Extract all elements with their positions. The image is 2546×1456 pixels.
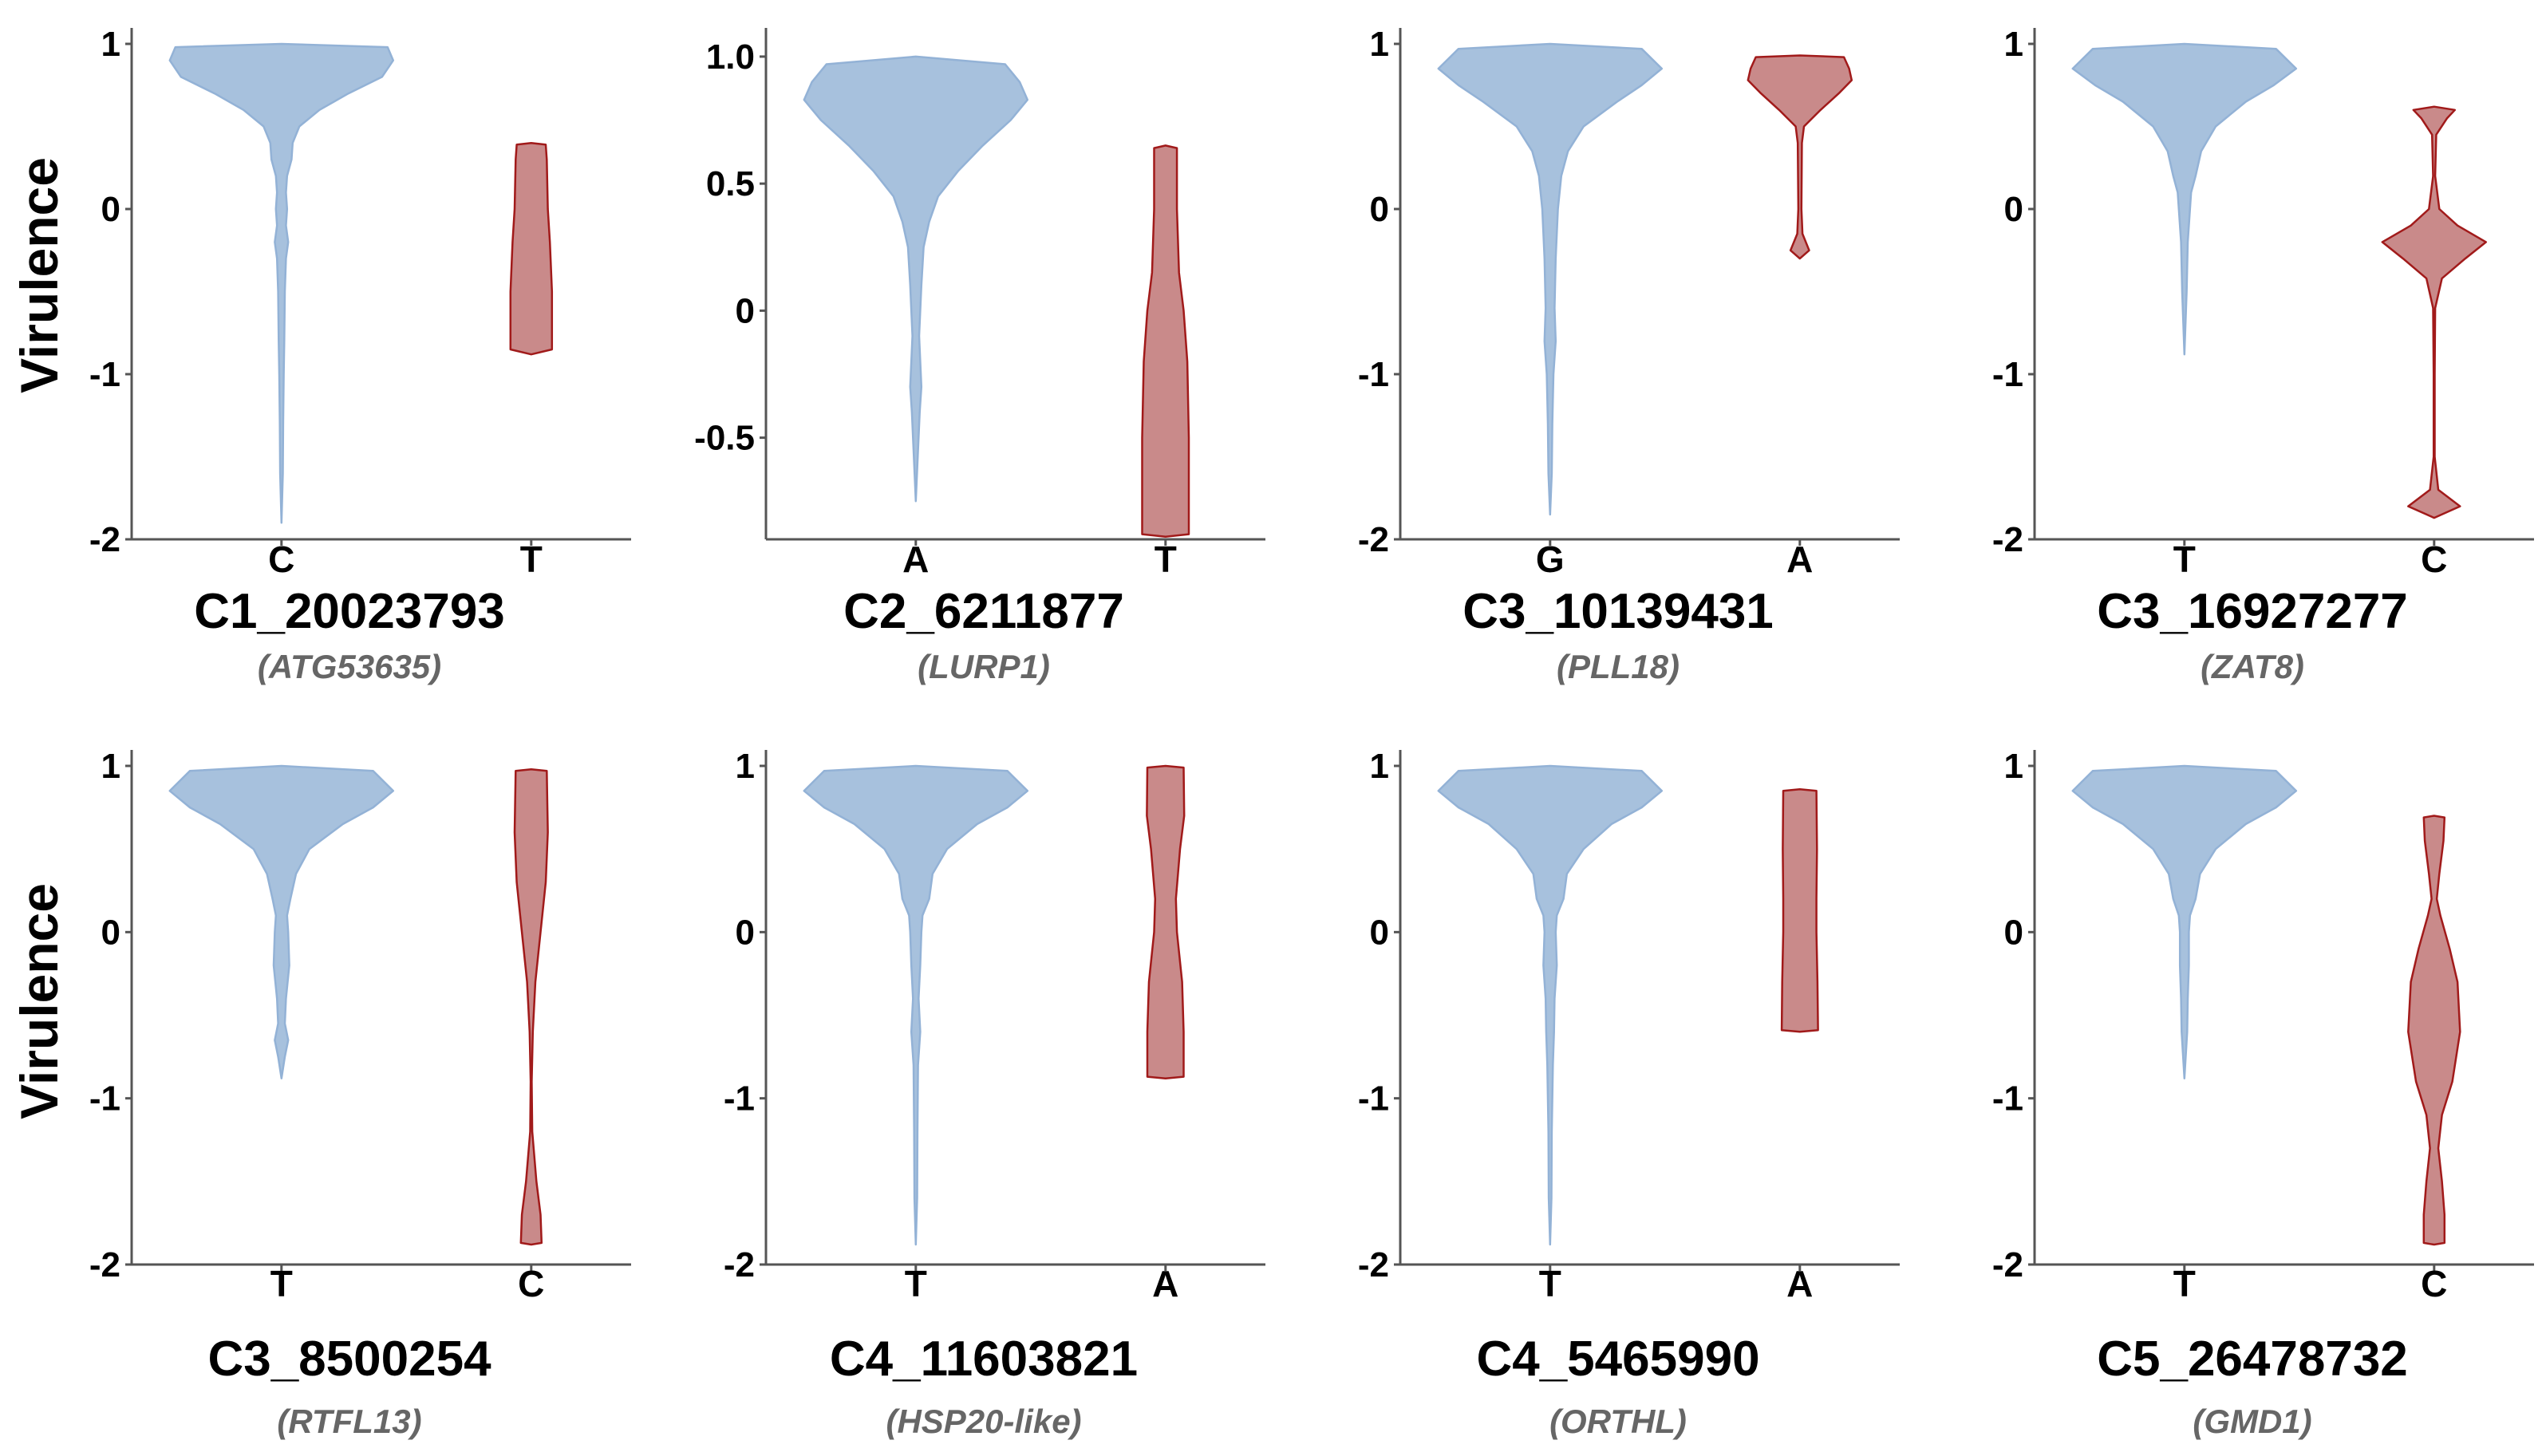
x-tick-label: C (518, 1263, 544, 1304)
panel-subtitle: (ZAT8) (2201, 648, 2304, 685)
panel-title: C3_16927277 (2097, 584, 2408, 639)
panel-subtitle: (PLL18) (1557, 648, 1680, 685)
panel-title: C4_5465990 (1476, 1332, 1759, 1387)
y-tick-label: -1 (1992, 1079, 2023, 1119)
y-tick-label: 1 (2004, 25, 2023, 64)
y-tick-label: 0 (1370, 190, 1389, 229)
violin-T (803, 764, 1029, 1246)
y-tick-label: 1 (1370, 747, 1389, 786)
y-tick-label: 1 (736, 747, 755, 786)
violin-panel-C1_20023793: 1 0 -1 -2 C T C1_20023793 (ATG53635) (89, 25, 631, 685)
x-tick-label: G (1536, 539, 1565, 580)
y-axis-label-row-1: Virulence (10, 157, 69, 393)
violin-C (2407, 815, 2461, 1246)
y-tick-label: 0 (736, 913, 755, 952)
y-tick-label: 0 (101, 190, 120, 229)
y-tick-label: 0 (2004, 190, 2023, 229)
x-tick-label: A (1786, 539, 1813, 580)
violin-panel-C3_8500254: 1 0 -1 -2 T C C3_8500254 (RTFL13) (89, 747, 631, 1440)
panel-subtitle: (GMD1) (2193, 1403, 2311, 1440)
violin-C (168, 42, 395, 524)
panel-subtitle: (RTFL13) (277, 1403, 421, 1440)
y-tick-label: -1 (1358, 1079, 1389, 1119)
violin-A (1146, 764, 1186, 1079)
y-tick-label: 0 (2004, 913, 2023, 952)
y-tick-label: -2 (89, 1245, 120, 1284)
panel-title: C5_26478732 (2097, 1332, 2408, 1387)
x-tick-label: T (270, 1263, 293, 1304)
x-tick-label: A (1786, 1263, 1813, 1304)
y-tick-label: 1.0 (706, 37, 755, 77)
panel-title: C3_10139431 (1462, 584, 1774, 639)
y-tick-label: 1 (101, 747, 120, 786)
y-tick-label: -1 (1358, 355, 1389, 394)
y-tick-label: -1 (1992, 355, 2023, 394)
y-tick-label: 0 (1370, 913, 1389, 952)
y-tick-label: 1 (1370, 25, 1389, 64)
violin-A (1747, 54, 1853, 260)
violin-T (2071, 764, 2298, 1079)
x-tick-label: T (2173, 1263, 2196, 1304)
violin-A (803, 55, 1029, 503)
violin-T (1141, 144, 1190, 539)
y-tick-label: 0.5 (706, 164, 755, 203)
violin-panel-C3_16927277: 1 0 -1 -2 T C C3_16927277 (ZAT8) (1992, 25, 2534, 685)
x-tick-label: T (1155, 539, 1177, 580)
x-tick-label: A (1152, 1263, 1178, 1304)
x-tick-label: C (268, 539, 294, 580)
violin-panel-C5_26478732: 1 0 -1 -2 T C C5_26478732 (GMD1) (1992, 747, 2534, 1440)
y-tick-label: -2 (1992, 520, 2023, 559)
y-tick-label: -2 (1358, 520, 1389, 559)
violin-panel-C4_11603821: 1 0 -1 -2 T A C4_11603821 (HSP20-like) (724, 747, 1265, 1440)
y-tick-label: -1 (89, 1079, 120, 1119)
y-tick-label: 0 (736, 291, 755, 330)
violin-G (1437, 42, 1664, 516)
y-tick-label: -0.5 (694, 419, 755, 458)
violin-C (2381, 105, 2488, 519)
violin-panel-C3_10139431: 1 0 -1 -2 G A C3_10139431 (PLL18) (1358, 25, 1900, 685)
violin-T (2071, 42, 2298, 356)
y-tick-label: -1 (724, 1079, 755, 1119)
violin-panel-C2_6211877: 1.0 0.5 0 -0.5 A T C2_6211877 (LURP1) (694, 28, 1265, 685)
y-axis-label-row-2: Virulence (10, 883, 69, 1119)
y-tick-label: 0 (101, 913, 120, 952)
x-tick-label: C (2421, 539, 2447, 580)
violin-C (513, 767, 549, 1246)
panel-subtitle: (LURP1) (918, 648, 1050, 685)
violin-T (1437, 764, 1664, 1246)
panel-subtitle: (HSP20-like) (886, 1403, 1081, 1440)
y-tick-label: 1 (2004, 747, 2023, 786)
x-tick-label: A (902, 539, 929, 580)
panel-subtitle: (ATG53635) (258, 648, 441, 685)
panel-title: C3_8500254 (207, 1332, 491, 1387)
y-tick-label: -2 (1358, 1245, 1389, 1284)
x-tick-label: C (2421, 1263, 2447, 1304)
y-tick-label: -2 (89, 520, 120, 559)
x-tick-label: T (1539, 1263, 1561, 1304)
x-tick-label: T (905, 1263, 927, 1304)
y-tick-label: -2 (724, 1245, 755, 1284)
panel-subtitle: (ORTHL) (1549, 1403, 1687, 1440)
y-tick-label: 1 (101, 25, 120, 64)
violin-A (1780, 787, 1819, 1033)
panel-title: C2_6211877 (843, 584, 1124, 639)
y-tick-label: -2 (1992, 1245, 2023, 1284)
y-tick-label: -1 (89, 355, 120, 394)
violin-panel-C4_5465990: 1 0 -1 -2 T A C4_5465990 (ORTHL) (1358, 747, 1900, 1440)
violin-T (509, 141, 554, 356)
x-tick-label: T (2173, 539, 2196, 580)
panel-title: C4_11603821 (830, 1332, 1138, 1387)
violin-T (168, 764, 395, 1079)
x-tick-label: T (520, 539, 543, 580)
panel-title: C1_20023793 (194, 584, 505, 639)
